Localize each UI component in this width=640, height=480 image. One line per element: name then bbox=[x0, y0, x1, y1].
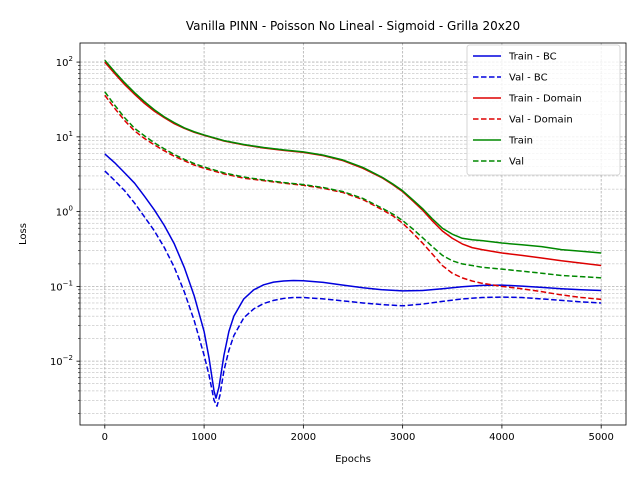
legend-label: Val bbox=[509, 157, 524, 168]
legend-label: Val - Domain bbox=[509, 115, 573, 126]
grid bbox=[80, 43, 626, 425]
y-axis: 10−2 10−1 100 101 102 bbox=[50, 55, 80, 414]
x-tick-label: 4000 bbox=[489, 432, 514, 443]
x-tick-label: 1000 bbox=[191, 432, 216, 443]
legend-label: Train bbox=[508, 136, 533, 147]
series-line-1 bbox=[104, 153, 602, 399]
legend-label: Val - BC bbox=[509, 73, 548, 84]
y-tick-label: 10−1 bbox=[50, 279, 73, 293]
legend-label: Train - Domain bbox=[508, 94, 582, 105]
y-axis-label: Loss bbox=[18, 223, 29, 245]
series-layer bbox=[104, 59, 602, 407]
x-axis-label: Epochs bbox=[335, 454, 371, 465]
y-tick-label: 102 bbox=[56, 55, 73, 69]
series-line-6 bbox=[104, 91, 602, 279]
x-tick-label: 3000 bbox=[390, 432, 415, 443]
x-axis: 0 1000 2000 3000 4000 5000 bbox=[102, 425, 614, 443]
series-line-5 bbox=[104, 59, 602, 254]
legend: Train - BC Val - BC Train - Domain Val - Do… bbox=[466, 44, 621, 176]
y-tick-label: 100 bbox=[56, 205, 73, 219]
y-tick-label: 10−2 bbox=[50, 354, 73, 368]
y-tick-label: 101 bbox=[56, 130, 73, 144]
x-tick-label: 2000 bbox=[291, 432, 316, 443]
chart-title: Vanilla PINN - Poisson No Lineal - Sigmo… bbox=[186, 19, 520, 33]
series-line-2 bbox=[104, 170, 602, 407]
legend-label: Train - BC bbox=[508, 52, 557, 63]
x-tick-label: 5000 bbox=[588, 432, 613, 443]
legend-box bbox=[466, 44, 621, 176]
series-line-4 bbox=[104, 94, 602, 301]
x-tick-label: 0 bbox=[102, 432, 108, 443]
